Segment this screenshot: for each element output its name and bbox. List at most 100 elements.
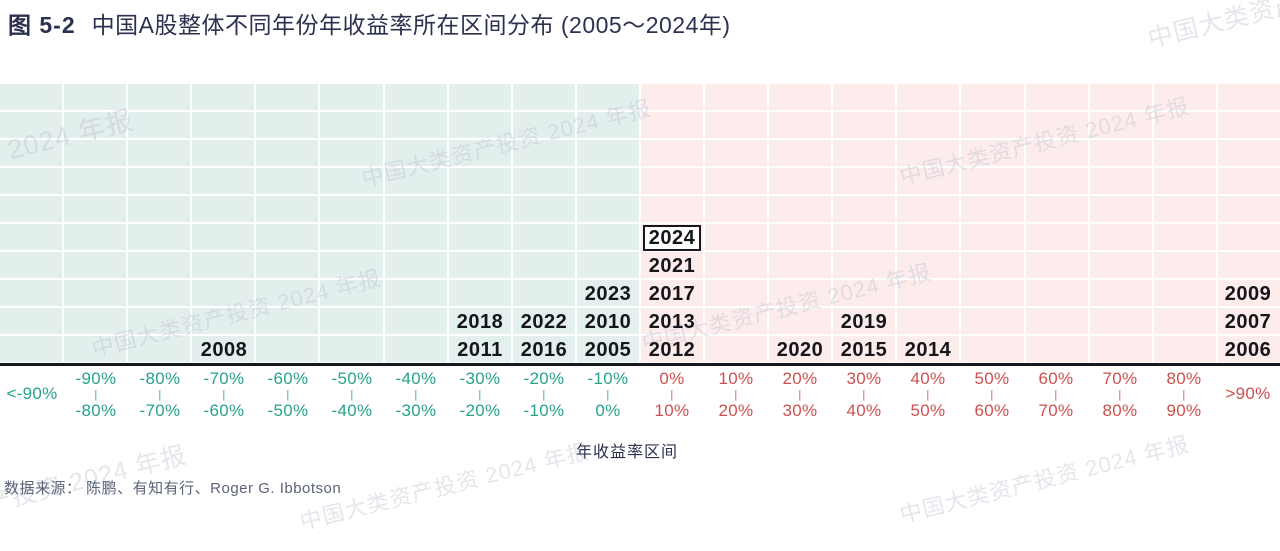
- tick-range-text: 70%: [1102, 369, 1138, 388]
- grid-cell: [833, 336, 896, 362]
- tick-range-separator: |: [862, 389, 866, 401]
- tick-range-text: -60%: [203, 401, 245, 420]
- x-axis-line: [0, 363, 1280, 366]
- grid-cell: [705, 224, 768, 250]
- grid-cell: [897, 112, 960, 138]
- grid-cell: [512, 336, 575, 362]
- grid-cell: [1025, 112, 1088, 138]
- grid-cell: [384, 224, 447, 250]
- x-tick-label: -30% | -20%: [448, 366, 512, 424]
- grid-cell: [640, 168, 704, 194]
- grid-cell: [1153, 84, 1216, 110]
- grid-cell: [1153, 252, 1216, 278]
- chart-grid: [0, 84, 1280, 362]
- x-tick-label: 30% | 40%: [832, 366, 896, 424]
- grid-cell: [512, 168, 575, 194]
- grid-cell: [1217, 336, 1280, 362]
- grid-cell: [384, 196, 447, 222]
- year-label-2015: 2015: [840, 339, 888, 361]
- grid-cell: [256, 280, 319, 306]
- tick-range-text: -20%: [459, 401, 501, 420]
- grid-cell: [640, 140, 704, 166]
- grid-cell: [833, 308, 896, 334]
- grid-cell: [1025, 336, 1088, 362]
- grid-cell: [320, 84, 383, 110]
- grid-cell: [1089, 308, 1152, 334]
- x-tick-label: 60% | 70%: [1024, 366, 1088, 424]
- grid-cell: [128, 84, 191, 110]
- grid-cell: [833, 224, 896, 250]
- year-label-2017: 2017: [648, 283, 696, 305]
- grid-cell: [705, 308, 768, 334]
- x-tick-label: -90% | -80%: [64, 366, 128, 424]
- tick-range-text: -30%: [459, 369, 501, 388]
- tick-range-text: 60%: [974, 401, 1010, 420]
- tick-range-text: 0%: [659, 369, 685, 388]
- grid-cell: [1153, 308, 1216, 334]
- tick-range-text: -20%: [523, 369, 565, 388]
- grid-cell: [1089, 112, 1152, 138]
- grid-cell: [897, 224, 960, 250]
- grid-cell: [320, 140, 383, 166]
- grid-cell: [769, 308, 832, 334]
- grid-cell: [512, 224, 575, 250]
- grid-cell: [512, 280, 575, 306]
- tick-range-text: 40%: [910, 369, 946, 388]
- tick-range-separator: |: [478, 389, 482, 401]
- grid-cell: [128, 308, 191, 334]
- grid-cell: [1089, 84, 1152, 110]
- grid-cell: [769, 168, 832, 194]
- grid-cell: [640, 336, 704, 362]
- grid-cell: [705, 336, 768, 362]
- grid-cell: [897, 308, 960, 334]
- grid-cell: [1025, 196, 1088, 222]
- grid-cell: [320, 252, 383, 278]
- grid-cell: [0, 140, 63, 166]
- grid-cell: [0, 196, 63, 222]
- tick-range-separator: |: [1054, 389, 1058, 401]
- year-label-2020: 2020: [776, 339, 824, 361]
- grid-cell: [576, 280, 639, 306]
- grid-cell: [192, 168, 255, 194]
- grid-cell: [320, 168, 383, 194]
- year-label-2021: 2021: [648, 255, 696, 277]
- tick-range-separator: |: [350, 389, 354, 401]
- tick-range-text: 50%: [910, 401, 946, 420]
- grid-cell: [1089, 196, 1152, 222]
- grid-cell: [961, 140, 1024, 166]
- year-label-2009: 2009: [1224, 283, 1272, 305]
- grid-cell: [1153, 280, 1216, 306]
- tick-range-separator: |: [542, 389, 546, 401]
- grid-cell: [1217, 280, 1280, 306]
- grid-cell: [576, 224, 639, 250]
- grid-cell: [640, 84, 704, 110]
- grid-cell: [640, 112, 704, 138]
- tick-range-text: 40%: [846, 401, 882, 420]
- grid-cell: [833, 84, 896, 110]
- grid-cell: [705, 140, 768, 166]
- grid-cell: [0, 224, 63, 250]
- grid-cell: [192, 112, 255, 138]
- grid-cell: [1217, 196, 1280, 222]
- grid-cell: [769, 252, 832, 278]
- year-label-2019: 2019: [840, 311, 888, 333]
- grid-cell: [128, 168, 191, 194]
- grid-cell: [256, 196, 319, 222]
- x-tick-label: -40% | -30%: [384, 366, 448, 424]
- grid-cell: [576, 308, 639, 334]
- year-label-2008: 2008: [200, 339, 248, 361]
- grid-cell: [192, 336, 255, 362]
- grid-cell: [833, 140, 896, 166]
- year-label-2018: 2018: [456, 311, 504, 333]
- grid-cell: [1217, 224, 1280, 250]
- grid-cell: [512, 84, 575, 110]
- x-tick-label: -60% | -50%: [256, 366, 320, 424]
- year-label-2023: 2023: [584, 283, 632, 305]
- tick-range-separator: |: [1118, 389, 1122, 401]
- grid-cell: [448, 280, 511, 306]
- tick-range-separator: |: [670, 389, 674, 401]
- grid-cell: [1217, 84, 1280, 110]
- tick-range-text: 90%: [1166, 401, 1202, 420]
- grid-cell: [0, 252, 63, 278]
- grid-cell: [576, 252, 639, 278]
